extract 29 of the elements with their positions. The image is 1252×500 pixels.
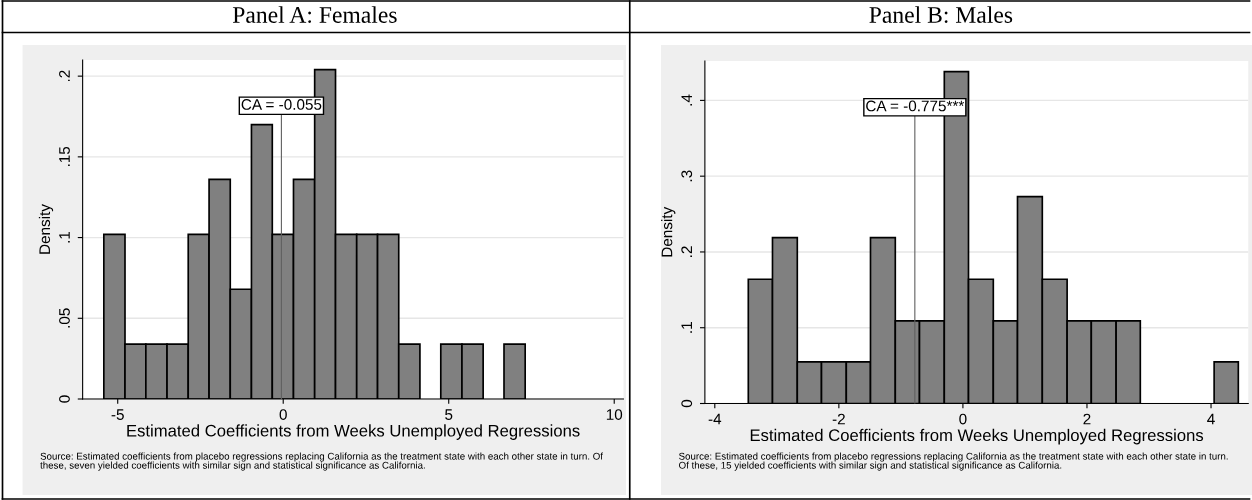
- x-tick-label: 5: [445, 409, 453, 420]
- y-tick-label: .1: [59, 231, 70, 243]
- y-tick-label: .2: [59, 70, 70, 82]
- source-note: Source: Estimated coefficients from placebo regressions replacing California as the treatment state with each other state in turn. Of these, 15 yielded coefficients with similar sign and statistical significance as California.: [679, 452, 1228, 471]
- chart-title: Panel B: Males: [869, 6, 1013, 24]
- source-note: Source: Estimated coefficients from placebo regressions replacing California as the treatment state with each other state in turn. Of these, seven yielded coefficients with similar sign and statistical significance as California.: [40, 452, 603, 471]
- y-tick-label: .4: [681, 94, 692, 106]
- y-axis-title: Density: [38, 204, 54, 254]
- x-tick-label: 4: [1207, 413, 1215, 425]
- x-tick-label: -2: [832, 413, 845, 425]
- y-tick-label: .15: [59, 146, 70, 167]
- ref-line-label: CA = -0.055: [241, 99, 322, 110]
- x-tick-label: 10: [606, 409, 623, 420]
- y-tick-label: .1: [681, 322, 692, 333]
- chart-title: Panel A: Females: [232, 6, 397, 24]
- x-tick-label: -5: [111, 409, 124, 420]
- y-tick-label: 0: [59, 395, 70, 403]
- y-axis-title: Density: [661, 206, 676, 257]
- ref-line-label: CA = -0.775***: [866, 100, 965, 112]
- x-tick-label: 0: [279, 409, 287, 420]
- x-axis-title: Estimated Coefficients from Weeks Unemployed Regressions: [750, 428, 1204, 445]
- x-tick-label: 2: [1083, 413, 1091, 425]
- x-tick-label: 0: [959, 413, 967, 425]
- y-tick-label: 0: [681, 399, 693, 408]
- x-tick-label: -4: [708, 413, 722, 425]
- y-tick-label: .05: [59, 308, 70, 328]
- x-axis-title: Estimated Coefficients from Weeks Unemployed Regressions: [127, 424, 580, 440]
- y-tick-label: .2: [681, 246, 692, 257]
- y-tick-label: .3: [681, 170, 693, 182]
